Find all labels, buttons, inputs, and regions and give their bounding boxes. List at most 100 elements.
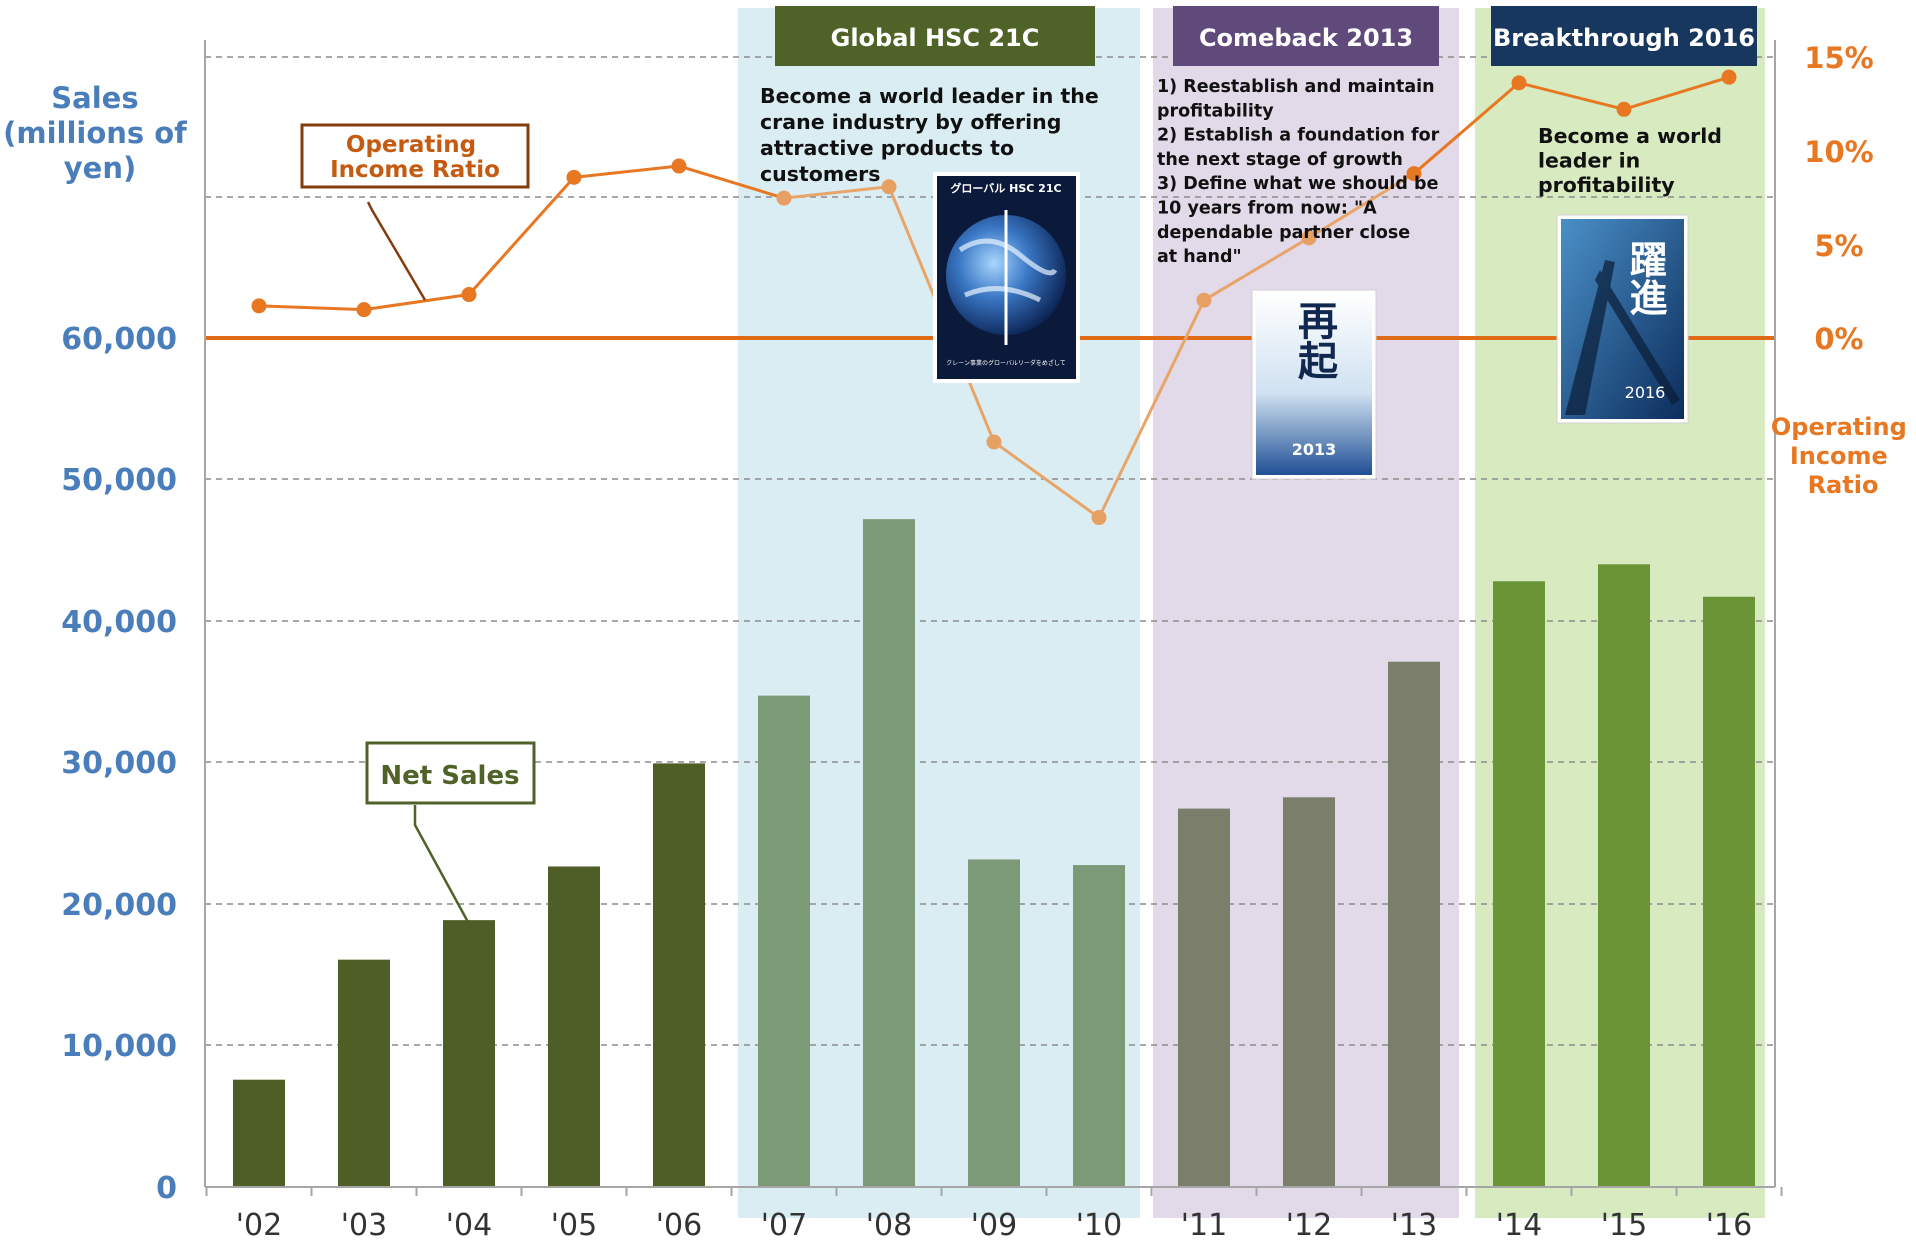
line-point [566,169,582,185]
phase-description-line: profitability [1538,173,1675,197]
phase-description-line: leader in [1538,149,1640,173]
right-axis-title-line: Income [1790,442,1888,470]
callout-line: Operating [346,132,476,158]
poster-main-text: 躍進 [1623,240,1667,316]
phase-title: Global HSC 21C [831,24,1040,52]
net-sales-bar [863,519,915,1187]
line-point [356,302,372,318]
callout-line: Income Ratio [330,157,500,183]
poster-year: 2016 [1625,383,1666,402]
cloud-swirl [958,238,1058,303]
left-tick-label: 0 [156,1171,177,1206]
phase-description-line: dependable partner close [1157,223,1410,243]
phase-labels: Global HSC 21C Become a world leader in t… [760,6,1757,267]
x-tick-label: '14 [1496,1208,1542,1243]
callout-pointer [413,805,470,923]
net-sales-bar [758,695,810,1187]
line-segment [467,176,576,296]
phase-description-line: profitability [1157,101,1274,121]
x-tick-label: '09 [971,1208,1017,1243]
crane-silhouette [1565,260,1680,415]
line-point [1721,69,1737,85]
poster-main-text: 再起 [1291,300,1338,381]
poster-comeback-2013: 再起 2013 [1251,289,1377,480]
net-sales-bar [548,866,600,1187]
phase-description-line: Become a world leader in the [760,84,1099,108]
phase-description-line: customers [760,162,880,186]
line-segment [573,164,680,179]
phase-description-line: 3) Define what we should be [1157,174,1439,194]
phase-description-line: 10 years from now: "A [1157,199,1377,219]
callout-pointer [366,201,427,301]
tick-labels: 0 10,000 20,000 30,000 40,000 50,000 60,000 0% 5… [61,41,1873,1243]
line-segment [258,304,365,312]
x-tick-label: '02 [236,1208,282,1243]
line-point [1091,510,1107,526]
left-tick-label: 20,000 [61,888,177,923]
right-axis-title-line: Operating [1771,413,1907,441]
net-sales-bar [1073,865,1125,1187]
x-tick-label: '13 [1391,1208,1437,1243]
callout-box [300,123,530,189]
line-segment [1203,236,1310,302]
line-point [881,179,897,195]
left-tick-label: 30,000 [61,746,177,781]
net-sales-bar [1493,581,1545,1187]
line-point [461,287,477,303]
phase-description-line: 1) Reestablish and maintain [1157,77,1435,97]
line-point [1196,292,1212,308]
poster-global-hsc-21c: グローバル HSC 21C クレーン事業のグローバルリーダをめざして [933,172,1080,383]
left-axis-title-line: Sales [51,81,138,115]
phase-description-line: 2) Establish a foundation for [1157,126,1440,146]
x-tick-label: '12 [1286,1208,1332,1243]
line-segment [363,293,470,312]
right-tick-label: 10% [1804,135,1873,169]
net-sales-bar [968,859,1020,1187]
poster-breakthrough-2016: 躍進 2016 [1556,214,1689,424]
phase-title-bg [1491,6,1757,66]
line-point [1406,166,1422,182]
callout-text: Operating Income Ratio [330,132,500,183]
line-segment [1308,172,1415,240]
phase-description-line: the next stage of growth [1157,150,1403,170]
left-axis-title-line: (millions of [3,116,187,150]
left-tick-label: 50,000 [61,463,177,498]
callout-box [365,741,536,805]
operating-income-callout: Operating Income Ratio [300,123,530,301]
poster-bg [1256,294,1372,475]
net-sales-bar [233,1079,285,1187]
phase-description-line: Become a world [1538,124,1722,148]
line-segment [678,164,785,200]
phase-description-line: crane industry by offering [760,110,1061,134]
line-segment [993,440,1100,519]
net-sales-bar [1178,808,1230,1187]
x-tick-label: '04 [446,1208,492,1243]
right-tick-label: 5% [1814,229,1863,263]
phase-title: Comeback 2013 [1199,24,1413,52]
operating-income-line [251,69,1737,526]
x-tick-label: '07 [761,1208,807,1243]
net-sales-bar [443,920,495,1187]
phase-title-bg [1173,6,1439,66]
net-sales-bar [1388,661,1440,1187]
line-point [986,434,1002,450]
axes [204,40,1783,1196]
line-point [776,190,792,206]
left-axis-title-line: yen) [64,151,136,185]
left-axis-title: Sales (millions of yen) [3,81,197,185]
line-point [1616,101,1632,117]
right-axis-title: Operating Income Ratio [1771,413,1915,499]
line-segment [1518,81,1625,111]
phase-description-line: at hand" [1157,247,1242,267]
net-sales-bar [1703,596,1755,1187]
net-sales-bars [233,519,1755,1187]
x-tick-label: '10 [1076,1208,1122,1243]
net-sales-bar [653,763,705,1187]
net-sales-callout: Net Sales [365,741,536,923]
phase-description-line: attractive products to [760,136,1014,160]
right-tick-label: 0% [1814,322,1863,356]
x-tick-label: '05 [551,1208,597,1243]
line-point [671,158,687,174]
phase-title: Breakthrough 2016 [1493,24,1755,52]
